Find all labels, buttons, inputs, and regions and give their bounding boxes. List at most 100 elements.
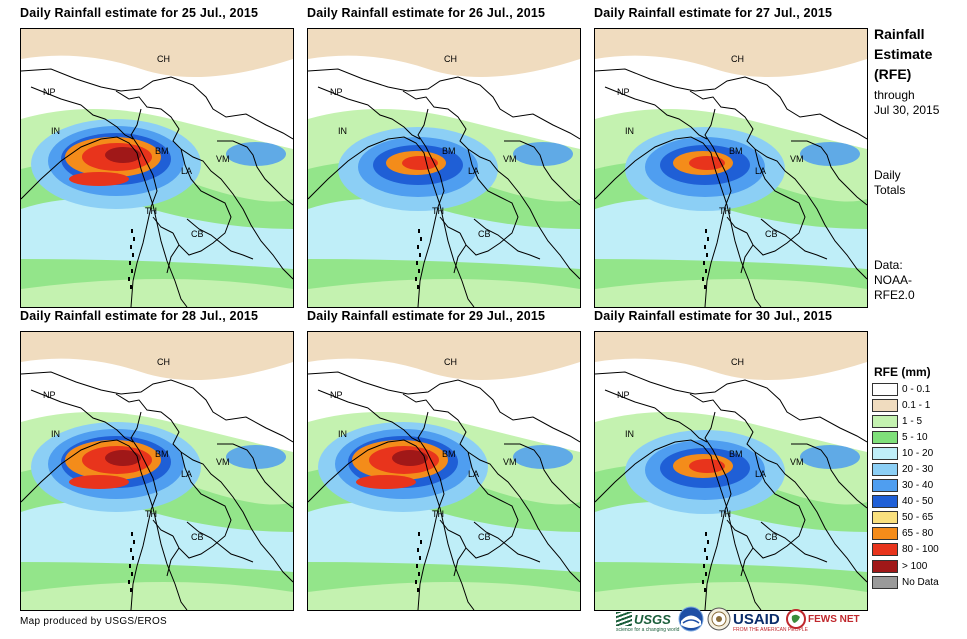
legend-item: 5 - 10 <box>872 429 964 445</box>
legend-item: 0.1 - 1 <box>872 397 964 413</box>
noaa-logo <box>678 605 704 633</box>
legend-swatch <box>872 463 898 477</box>
island-mark <box>418 229 420 233</box>
data-line2: NOAA- <box>874 273 913 287</box>
island-mark <box>131 572 133 576</box>
island-mark <box>415 277 417 281</box>
island-mark <box>418 269 420 273</box>
noaa-emblem-icon <box>678 606 704 632</box>
island-mark <box>417 588 419 592</box>
island-mark <box>702 277 704 281</box>
coastline <box>595 136 828 307</box>
country-label: IN <box>338 429 347 439</box>
country-label: CB <box>765 532 778 542</box>
country-label: CB <box>478 229 491 239</box>
usaid-text: USAID <box>733 610 780 628</box>
country-label: LA <box>468 166 479 176</box>
legend-swatch <box>872 559 898 573</box>
country-label: BM <box>155 449 169 459</box>
coastline <box>21 439 254 610</box>
country-label: VM <box>216 154 230 164</box>
country-label: BM <box>155 146 169 156</box>
legend-label: 5 - 10 <box>902 431 928 443</box>
legend-swatch <box>872 495 898 509</box>
usgs-waves-icon <box>616 612 632 626</box>
country-label: TH <box>145 509 157 519</box>
country-label: VM <box>503 154 517 164</box>
island-mark <box>705 532 707 536</box>
legend-label: 0 - 0.1 <box>902 383 931 395</box>
country-label: BM <box>729 449 743 459</box>
legend-label: 80 - 100 <box>902 544 939 556</box>
country-label: CB <box>765 229 778 239</box>
island-mark <box>130 245 132 249</box>
rainfall-map: CH NP IN BM VM LA TH CB <box>594 28 868 308</box>
sidebar-title-line3: (RFE) <box>874 66 912 82</box>
rain-core-east <box>513 445 573 469</box>
country-label: TH <box>432 206 444 216</box>
legend-item: 0 - 0.1 <box>872 381 964 397</box>
country-label: CH <box>444 54 457 64</box>
rain-core <box>689 156 725 170</box>
island-mark <box>417 548 419 552</box>
rain-area-10-20 <box>308 502 580 572</box>
rainfall-map-svg: CH NP IN BM VM LA TH CB <box>308 332 580 610</box>
legend-item: No Data <box>872 574 964 590</box>
country-label: CB <box>191 229 204 239</box>
map-panel-28-jul: Daily Rainfall estimate for 28 Jul., 201… <box>20 309 294 611</box>
rainfall-map-svg: CH NP IN BM VM LA TH CB <box>21 29 293 307</box>
map-credit: Map produced by USGS/EROS <box>20 616 168 627</box>
data-source: Data: NOAA- RFE2.0 <box>874 258 915 303</box>
rain-core <box>356 475 416 489</box>
country-label: VM <box>503 457 517 467</box>
island-mark <box>132 253 134 257</box>
country-label: LA <box>755 166 766 176</box>
country-label: CH <box>444 357 457 367</box>
rain-area-10-20 <box>595 502 867 572</box>
country-borders <box>595 371 867 610</box>
through-block: through Jul 30, 2015 <box>874 88 939 118</box>
country-label: TH <box>145 206 157 216</box>
rain-area-light <box>595 29 867 77</box>
island-mark <box>415 580 417 584</box>
island-mark <box>706 556 708 560</box>
country-label: VM <box>790 457 804 467</box>
island-mark <box>131 229 133 233</box>
usaid-logo: USAID FROM THE AMERICAN PEOPLE <box>733 605 808 634</box>
country-borders <box>308 371 580 610</box>
country-label: IN <box>51 429 60 439</box>
legend-swatch <box>872 511 898 525</box>
island-mark <box>417 285 419 289</box>
map-panel-25-jul: Daily Rainfall estimate for 25 Jul., 201… <box>20 6 294 308</box>
doi-seal-logo <box>707 605 731 633</box>
rain-core-east <box>226 445 286 469</box>
rainfall-map-svg: CH NP IN BM VM LA TH CB <box>595 29 867 307</box>
legend-swatch <box>872 398 898 412</box>
island-mark <box>132 556 134 560</box>
rain-core <box>69 172 129 186</box>
country-label: NP <box>330 87 343 97</box>
usgs-tagline: science for a changing world <box>616 627 680 633</box>
map-panel-30-jul: Daily Rainfall estimate for 30 Jul., 201… <box>594 309 868 611</box>
fewsnet-globe-icon <box>786 609 806 629</box>
rain-core-east <box>800 142 860 166</box>
coastline <box>21 136 254 307</box>
rainfall-map: CH NP IN BM VM LA TH CB <box>20 331 294 611</box>
island-mark <box>705 229 707 233</box>
coastline <box>308 136 541 307</box>
country-label: LA <box>181 469 192 479</box>
country-label: CB <box>478 532 491 542</box>
island-mark <box>704 588 706 592</box>
island-mark <box>416 261 418 265</box>
usgs-text: USGS <box>634 611 671 627</box>
island-mark <box>128 580 130 584</box>
usgs-logo: USGS science for a changing world <box>616 605 679 633</box>
country-borders <box>308 68 580 307</box>
legend-item: 80 - 100 <box>872 542 964 558</box>
island-mark <box>706 253 708 257</box>
rain-core <box>689 459 725 473</box>
island-mark <box>420 540 422 544</box>
country-label: CH <box>157 357 170 367</box>
country-label: VM <box>216 457 230 467</box>
panel-title: Daily Rainfall estimate for 25 Jul., 201… <box>20 6 259 20</box>
